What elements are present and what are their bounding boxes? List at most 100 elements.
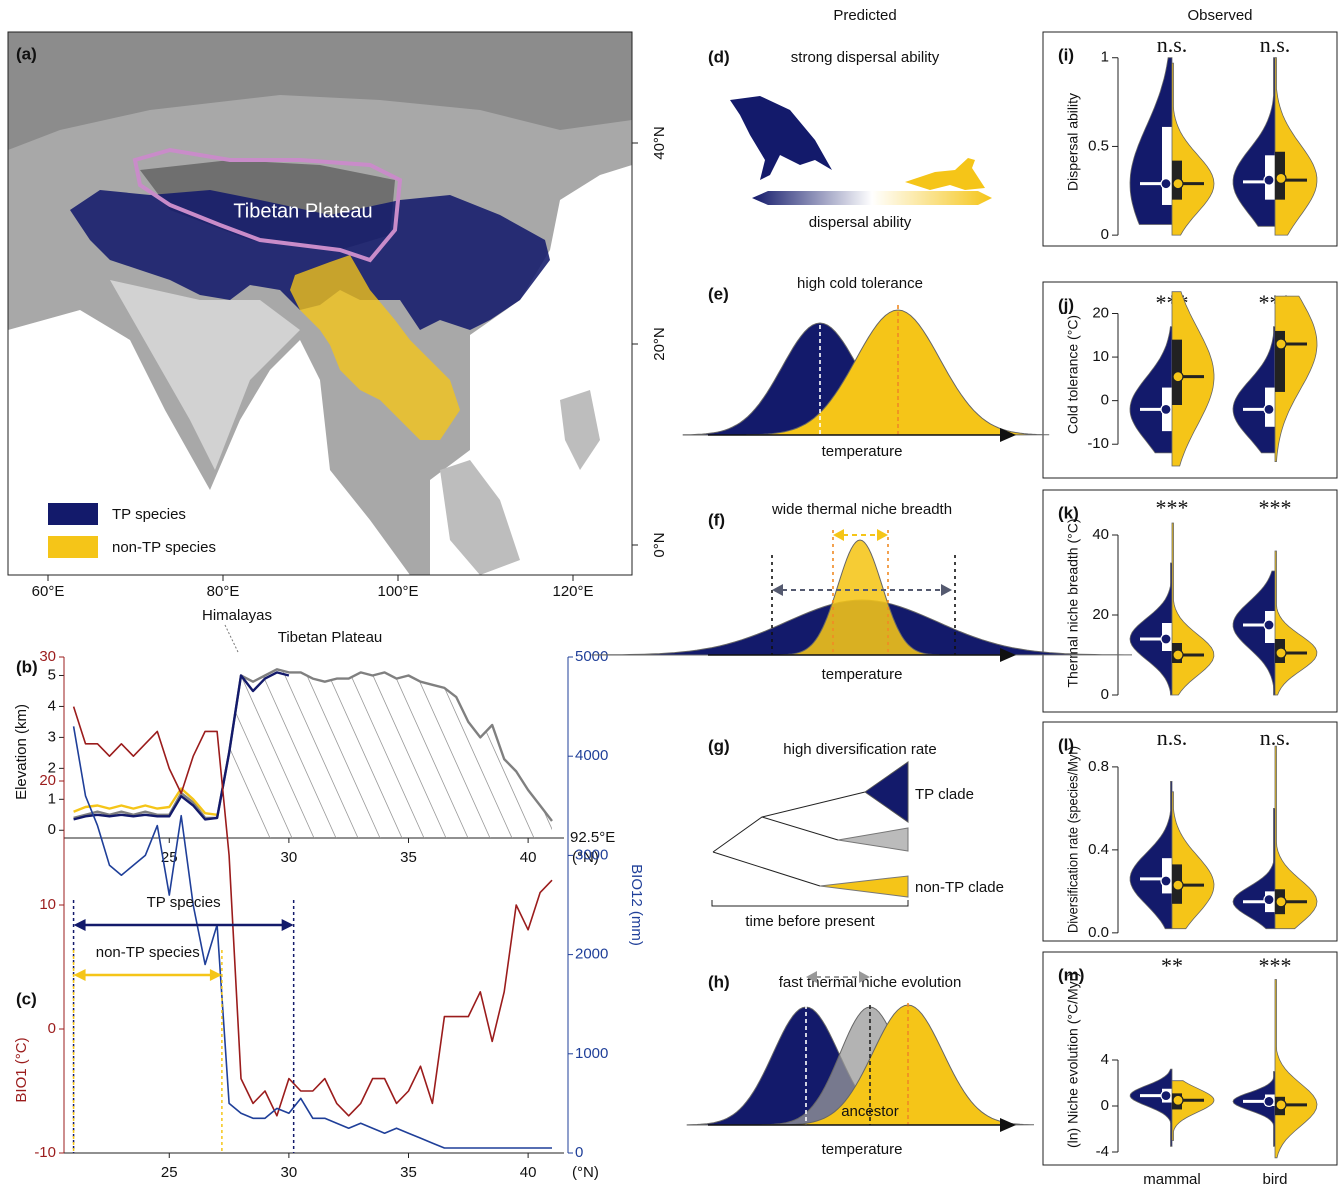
data-line xyxy=(74,726,552,1148)
x-tick-label: 40 xyxy=(520,1164,537,1181)
mean-point xyxy=(1264,404,1274,414)
y-tick-label: 0 xyxy=(1101,392,1109,409)
arrow-head xyxy=(1000,1118,1016,1132)
lat-tick-label: 20°N xyxy=(651,327,668,361)
x-tick-label: mammal xyxy=(1143,1171,1201,1188)
diagram-title: strong dispersal ability xyxy=(791,49,940,66)
tree-branch xyxy=(713,792,865,852)
arrow-head xyxy=(74,969,86,981)
diagram-title: high cold tolerance xyxy=(797,275,923,292)
significance: *** xyxy=(1259,953,1292,978)
lon-tick-label: 100°E xyxy=(377,583,418,600)
mean-point xyxy=(1173,372,1183,382)
violin-half xyxy=(1275,980,1317,1158)
x-tick-label: 25 xyxy=(161,1164,178,1181)
tree-branch xyxy=(713,852,820,886)
y-axis-label: Dispersal ability xyxy=(1065,93,1081,191)
legend-label: non-TP species xyxy=(112,539,216,556)
clade-label: TP clade xyxy=(915,786,974,803)
significance: ** xyxy=(1161,953,1183,978)
diagram-title: high diversification rate xyxy=(783,741,936,758)
hatch-line xyxy=(454,660,534,838)
y-tick-label: 4 xyxy=(1101,1051,1109,1068)
time-axis xyxy=(712,900,908,906)
panel-label: (h) xyxy=(708,972,730,991)
hatch-line xyxy=(344,660,424,838)
significance: *** xyxy=(1156,495,1189,520)
hatch-line xyxy=(278,660,358,838)
y-axis-label: Elevation (km) xyxy=(13,704,30,800)
legend-swatch xyxy=(48,536,98,558)
x-tick-label: 30 xyxy=(281,1164,298,1181)
y2-tick-label: 3000 xyxy=(575,846,608,863)
y-tick-label: -4 xyxy=(1096,1143,1109,1160)
y-tick-label: 30 xyxy=(39,648,56,665)
panel-label: (e) xyxy=(708,284,729,303)
mean-point xyxy=(1276,648,1286,658)
y-tick-label: 20 xyxy=(39,772,56,789)
axis-label: time before present xyxy=(745,913,875,930)
panel-label: (d) xyxy=(708,47,730,66)
mean-point xyxy=(1161,1091,1171,1101)
mean-point xyxy=(1161,634,1171,644)
legend-label: TP species xyxy=(112,506,186,523)
arrow-head xyxy=(877,529,888,541)
y-tick-label: 0.5 xyxy=(1088,137,1109,154)
mean-point xyxy=(1173,179,1183,189)
violin-half xyxy=(1172,523,1214,695)
leader xyxy=(225,625,238,652)
mean-point xyxy=(1264,175,1274,185)
significance: *** xyxy=(1259,495,1292,520)
axis-label: temperature xyxy=(822,443,903,460)
violin-half xyxy=(1130,781,1172,928)
y2-tick-label: 4000 xyxy=(575,747,608,764)
violin-half xyxy=(1275,58,1317,235)
y-tick-label: -10 xyxy=(1087,435,1109,452)
x-axis-label: (°N) xyxy=(572,1164,599,1181)
box xyxy=(1162,127,1172,205)
axis-label: temperature xyxy=(822,1141,903,1158)
y-tick-label: 0.0 xyxy=(1088,924,1109,941)
y-tick-label: 1 xyxy=(48,790,56,807)
hatch-line xyxy=(410,660,490,838)
mean-point xyxy=(1173,1095,1183,1105)
y-tick-label: 20 xyxy=(1092,304,1109,321)
y-axis-label: Thermal niche breadth (°C) xyxy=(1065,519,1081,688)
violin-half xyxy=(1172,63,1214,235)
y-tick-label: 40 xyxy=(1092,526,1109,543)
significance: n.s. xyxy=(1157,32,1188,57)
y-axis-label: Cold tolerance (°C) xyxy=(1065,315,1081,434)
other-clade xyxy=(838,828,908,851)
hatch-line xyxy=(300,660,380,838)
panel-label: (g) xyxy=(708,736,730,755)
y-tick-label: 10 xyxy=(1092,348,1109,365)
hatch-line xyxy=(234,660,314,838)
y-tick-label: -10 xyxy=(34,1144,56,1161)
map xyxy=(8,32,632,575)
pheasant-icon xyxy=(905,158,985,190)
lon-tick-label: 60°E xyxy=(32,583,65,600)
x-tick-label: 30 xyxy=(281,849,298,866)
hatch-line xyxy=(256,660,336,838)
violin-half xyxy=(1233,58,1275,227)
column-header: Observed xyxy=(1187,7,1252,24)
non-tp-clade xyxy=(820,876,908,897)
panel-label: (a) xyxy=(16,44,37,63)
gradient-arrow xyxy=(752,191,992,205)
y-tick-label: 10 xyxy=(39,896,56,913)
range-label: TP species xyxy=(147,894,221,911)
y-tick-label: 0 xyxy=(1101,1097,1109,1114)
hatch-line xyxy=(366,660,446,838)
annotation: ancestor xyxy=(841,1103,899,1120)
mean-point xyxy=(1276,339,1286,349)
mean-point xyxy=(1276,173,1286,183)
mean-point xyxy=(1161,179,1171,189)
tp-clade xyxy=(865,762,908,822)
range-label: non-TP species xyxy=(96,944,200,961)
arrow-head xyxy=(833,529,844,541)
violin-half xyxy=(1172,792,1214,929)
x-tick-label: 35 xyxy=(400,849,417,866)
hatch-line xyxy=(322,660,402,838)
y-tick-label: 0 xyxy=(1101,226,1109,243)
lon-tick-label: 80°E xyxy=(207,583,240,600)
